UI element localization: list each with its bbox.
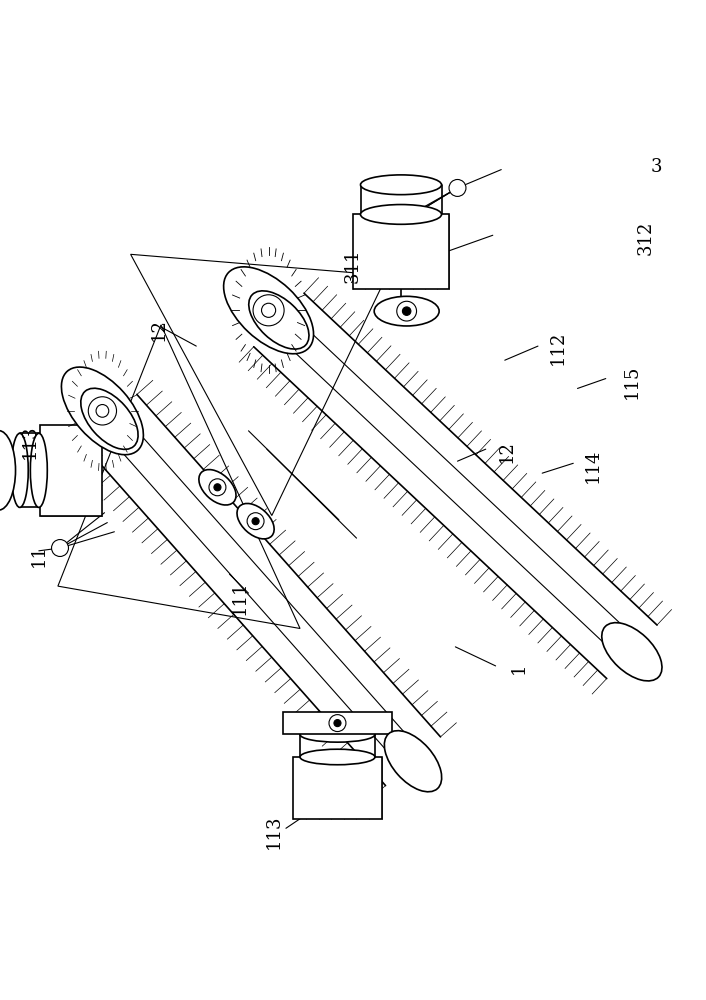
Ellipse shape bbox=[11, 433, 28, 507]
Circle shape bbox=[88, 397, 116, 425]
Text: 115: 115 bbox=[623, 364, 641, 399]
Ellipse shape bbox=[602, 623, 662, 681]
Circle shape bbox=[209, 479, 226, 496]
Ellipse shape bbox=[224, 267, 313, 354]
Ellipse shape bbox=[61, 367, 143, 455]
Ellipse shape bbox=[249, 291, 309, 349]
Text: 312: 312 bbox=[637, 220, 655, 255]
Ellipse shape bbox=[80, 388, 138, 449]
Text: 11: 11 bbox=[30, 544, 48, 567]
Ellipse shape bbox=[0, 431, 16, 510]
Ellipse shape bbox=[384, 731, 442, 792]
Ellipse shape bbox=[300, 727, 375, 742]
Text: 114: 114 bbox=[584, 449, 602, 483]
Text: 311: 311 bbox=[344, 248, 362, 283]
Text: 12: 12 bbox=[498, 441, 516, 463]
Text: 113: 113 bbox=[265, 815, 283, 849]
Ellipse shape bbox=[199, 470, 236, 505]
Text: 1: 1 bbox=[510, 662, 528, 674]
Circle shape bbox=[247, 513, 264, 530]
Circle shape bbox=[96, 405, 109, 417]
Ellipse shape bbox=[30, 433, 47, 507]
Circle shape bbox=[334, 720, 341, 727]
Circle shape bbox=[52, 540, 68, 556]
Text: 12: 12 bbox=[150, 318, 168, 341]
Ellipse shape bbox=[374, 296, 439, 326]
Ellipse shape bbox=[237, 503, 274, 539]
Bar bbox=[353, 214, 449, 289]
Circle shape bbox=[214, 484, 221, 491]
Circle shape bbox=[253, 295, 284, 326]
Text: 112: 112 bbox=[549, 331, 567, 365]
Ellipse shape bbox=[300, 749, 375, 765]
Bar bbox=[282, 712, 393, 734]
Text: 111: 111 bbox=[231, 580, 249, 615]
Circle shape bbox=[329, 715, 346, 732]
Circle shape bbox=[402, 307, 411, 315]
Circle shape bbox=[449, 179, 466, 196]
Circle shape bbox=[261, 303, 275, 317]
Circle shape bbox=[397, 301, 417, 321]
Text: 3: 3 bbox=[651, 158, 662, 176]
Bar bbox=[294, 757, 381, 819]
Text: 113: 113 bbox=[20, 425, 39, 459]
Bar bbox=[40, 425, 102, 516]
Ellipse shape bbox=[361, 205, 441, 224]
Ellipse shape bbox=[361, 175, 441, 195]
Circle shape bbox=[252, 518, 259, 525]
